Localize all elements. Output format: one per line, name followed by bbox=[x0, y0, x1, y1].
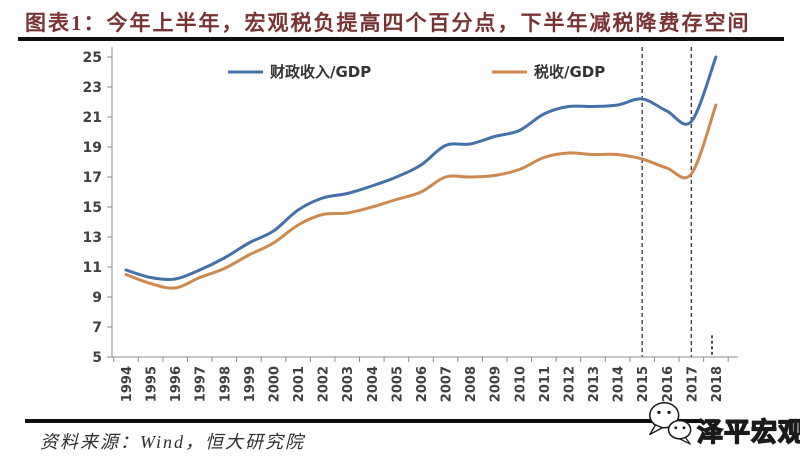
x-tick-label: 1997 bbox=[194, 366, 209, 402]
y-tick-label: 23 bbox=[83, 80, 102, 96]
x-tick-label: 2002 bbox=[317, 366, 332, 402]
x-tick-label: 2012 bbox=[562, 366, 577, 402]
y-tick-label: 13 bbox=[83, 230, 102, 246]
x-tick-label: 2005 bbox=[390, 366, 405, 402]
x-tick-label: 2009 bbox=[489, 366, 504, 402]
logo-text: 泽平宏观 bbox=[696, 416, 800, 447]
x-tick-label: 2006 bbox=[415, 366, 430, 402]
y-tick-label: 5 bbox=[92, 350, 102, 366]
x-tick-label: 2007 bbox=[440, 366, 455, 402]
y-tick-label: 7 bbox=[92, 320, 102, 336]
x-tick-label: 2008 bbox=[464, 366, 479, 402]
y-tick-label: 11 bbox=[83, 260, 102, 276]
x-tick-label: 1996 bbox=[169, 366, 184, 402]
legend-label: 财政收入/GDP bbox=[270, 63, 371, 81]
x-tick-label: 1998 bbox=[218, 366, 233, 402]
y-tick-label: 9 bbox=[92, 290, 102, 306]
x-tick-label: 1995 bbox=[145, 366, 160, 402]
x-tick-label: 2014 bbox=[612, 366, 627, 402]
y-tick-label: 17 bbox=[83, 170, 102, 186]
legend-label: 税收/GDP bbox=[534, 63, 605, 81]
x-tick-label: 2015 bbox=[636, 366, 651, 402]
title-underline-rule bbox=[18, 37, 784, 41]
footer-rule bbox=[25, 419, 701, 423]
x-tick-label: 1999 bbox=[243, 366, 258, 402]
series-line-1 bbox=[124, 103, 718, 290]
x-tick-label: 2001 bbox=[292, 366, 307, 402]
x-tick-label: 2016 bbox=[661, 366, 676, 402]
y-tick-label: 15 bbox=[83, 200, 102, 216]
source-credit: 资料来源：Wind，恒大研究院 bbox=[40, 432, 306, 452]
wechat-chat-bubbles-icon bbox=[649, 402, 692, 445]
series-line-0 bbox=[124, 55, 718, 282]
y-tick-label: 25 bbox=[83, 50, 102, 66]
x-tick-label: 2003 bbox=[341, 366, 356, 402]
chart-title: 图表1：今年上半年，宏观税负提高四个百分点，下半年减税降费存空间 bbox=[25, 11, 751, 35]
x-tick-label: 2013 bbox=[587, 366, 602, 402]
x-tick-label: 2010 bbox=[513, 366, 528, 402]
x-tick-label: 2017 bbox=[685, 366, 700, 402]
y-tick-label: 21 bbox=[83, 110, 102, 126]
x-tick-label: 2018 bbox=[710, 366, 725, 402]
y-tick-label: 19 bbox=[83, 140, 102, 156]
x-tick-label: 2004 bbox=[366, 366, 381, 402]
wechat-logo: 泽平宏观 bbox=[645, 396, 800, 456]
x-tick-label: 2000 bbox=[267, 366, 282, 402]
x-tick-label: 2011 bbox=[538, 366, 553, 402]
x-tick-label: 1994 bbox=[120, 366, 135, 402]
